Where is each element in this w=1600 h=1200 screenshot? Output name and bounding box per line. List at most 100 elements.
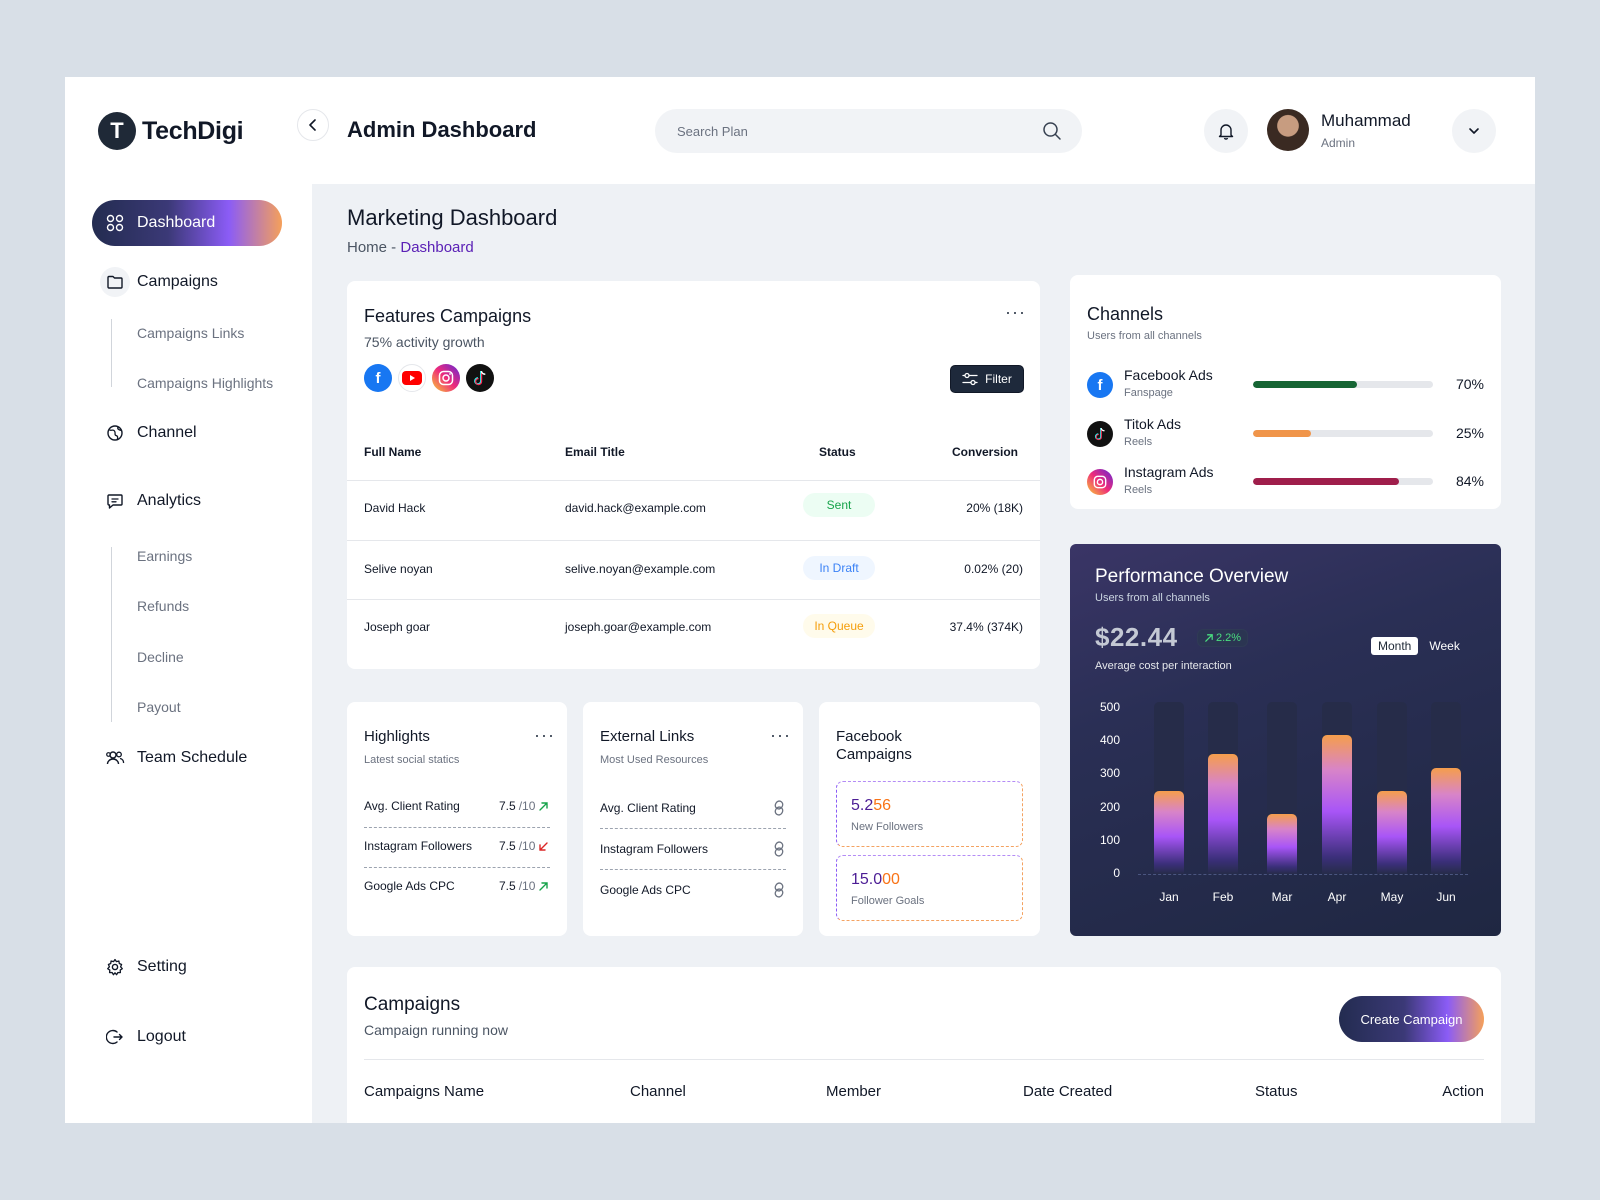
sidebar-item-analytics[interactable]: Analytics (92, 478, 282, 524)
channel-row-instagram[interactable]: Instagram Ads Reels 84% (1087, 464, 1484, 500)
external-link-item[interactable]: Google Ads CPC (600, 882, 786, 898)
search-icon[interactable] (1042, 121, 1062, 141)
bar-jun[interactable] (1431, 767, 1461, 874)
sidebar-item-logout[interactable]: Logout (92, 1014, 282, 1060)
bar-feb[interactable] (1208, 754, 1238, 874)
x-axis-tick-label: Mar (1271, 890, 1293, 904)
bar-may[interactable] (1377, 791, 1407, 874)
row-divider (364, 1059, 1484, 1060)
table-row[interactable]: David Hack david.hack@example.com Sent 2… (347, 481, 1040, 540)
card-subtitle: 75% activity growth (364, 334, 485, 350)
chat-icon (105, 491, 125, 511)
link-icon (774, 841, 784, 857)
channel-progress (1253, 478, 1433, 485)
channel-progress-fill (1253, 381, 1358, 388)
value-number: 7.5 (499, 799, 516, 813)
column-header-conversion: Conversion (952, 445, 1019, 459)
sidebar-subitem-earnings[interactable]: Earnings (137, 548, 193, 564)
brand-logo[interactable]: T TechDigi (98, 112, 244, 150)
divider (364, 827, 550, 828)
stat-box-follower-goals: 15.000 Follower Goals (836, 855, 1023, 921)
divider (600, 828, 786, 829)
notifications-button[interactable] (1204, 109, 1248, 153)
bar-mar[interactable] (1267, 814, 1297, 874)
link-icon (774, 882, 784, 898)
link-label: Avg. Client Rating (600, 801, 696, 815)
channel-name: Facebook Ads (1124, 367, 1213, 383)
external-links-card: External Links Most Used Resources ··· A… (583, 702, 803, 936)
features-campaigns-card: Features Campaigns 75% activity growth ·… (347, 281, 1040, 669)
row-divider (347, 480, 1040, 481)
more-options-icon[interactable]: ··· (770, 725, 791, 745)
channel-sub: Fanspage (1124, 387, 1173, 399)
collapse-sidebar-button[interactable] (297, 109, 329, 141)
table-row[interactable]: Selive noyan selive.noyan@example.com In… (347, 541, 1040, 599)
avatar[interactable] (1267, 109, 1309, 151)
sidebar-subitem-campaigns-links[interactable]: Campaigns Links (137, 325, 245, 341)
channel-row-tiktok[interactable]: Titok Ads Reels 25% (1087, 416, 1484, 452)
status-badge: In Draft (803, 556, 875, 580)
status-badge: In Queue (803, 614, 875, 638)
card-title: Performance Overview (1095, 566, 1289, 587)
sidebar-item-setting[interactable]: Setting (92, 944, 282, 990)
sidebar-item-team-schedule[interactable]: Team Schedule (92, 735, 282, 781)
table-row[interactable]: Joseph goar joseph.goar@example.com In Q… (347, 600, 1040, 658)
user-role: Admin (1321, 136, 1356, 150)
breadcrumb-separator: - (387, 239, 401, 256)
user-menu-button[interactable] (1452, 109, 1496, 153)
facebook-icon[interactable]: f (364, 364, 392, 392)
link-label: Google Ads CPC (600, 883, 691, 897)
performance-caption: Average cost per interaction (1095, 660, 1232, 672)
cell-email: selive.noyan@example.com (565, 562, 716, 576)
sidebar-item-label: Logout (137, 1028, 186, 1045)
sidebar-subitem-campaigns-highlights[interactable]: Campaigns Highlights (137, 375, 274, 391)
card-title: Facebook Campaigns (836, 728, 912, 764)
filter-button[interactable]: Filter (950, 365, 1024, 393)
sidebar-subitem-decline[interactable]: Decline (137, 649, 184, 665)
stat-value-b: 56 (873, 797, 892, 814)
channel-progress (1253, 430, 1433, 437)
sidebar-item-label: Analytics (137, 492, 202, 509)
more-options-icon[interactable]: ··· (534, 725, 555, 745)
external-link-item[interactable]: Avg. Client Rating (600, 800, 786, 816)
breadcrumb-home[interactable]: Home (347, 239, 388, 256)
bar-jan[interactable] (1154, 791, 1184, 874)
channel-row-facebook[interactable]: f Facebook Ads Fanspage 70% (1087, 367, 1484, 403)
logo-mark: T (98, 112, 136, 150)
card-title: Highlights (364, 728, 430, 745)
filter-label: Filter (985, 372, 1012, 386)
search-input[interactable] (677, 123, 1042, 139)
search-bar[interactable] (655, 109, 1082, 153)
divider (364, 867, 550, 868)
card-title: External Links (600, 728, 695, 745)
card-title: Channels (1087, 304, 1164, 324)
channel-name: Titok Ads (1124, 416, 1182, 432)
toggle-week[interactable]: Week (1429, 639, 1460, 653)
tiktok-icon[interactable] (466, 364, 494, 392)
sidebar-subitem-payout[interactable]: Payout (137, 699, 181, 715)
grid-icon (105, 213, 125, 233)
sidebar-item-dashboard[interactable]: Dashboard (92, 200, 282, 246)
card-title: Features Campaigns (364, 306, 532, 326)
youtube-icon[interactable] (398, 364, 426, 392)
bar-apr[interactable] (1322, 734, 1352, 874)
tiktok-icon (1087, 421, 1113, 447)
sidebar-subitem-refunds[interactable]: Refunds (137, 598, 190, 614)
card-title-line: Facebook (836, 728, 902, 745)
y-axis-tick-label: 500 (1099, 700, 1120, 714)
sidebar-item-campaigns[interactable]: Campaigns (92, 259, 282, 305)
more-options-icon[interactable]: ··· (1005, 302, 1026, 322)
stat-value-a: 15.0 (851, 871, 883, 888)
instagram-icon[interactable] (432, 364, 460, 392)
sidebar-item-channel[interactable]: Channel (92, 410, 282, 456)
chart-baseline (1138, 874, 1468, 875)
create-campaign-button[interactable]: Create Campaign (1339, 996, 1484, 1042)
toggle-month[interactable]: Month (1371, 637, 1419, 655)
sidebar-item-label: Channel (137, 424, 197, 441)
channel-percent: 70% (1455, 376, 1484, 392)
status-badge: Sent (803, 493, 875, 517)
external-link-item[interactable]: Instagram Followers (600, 841, 786, 857)
arrow-down-left-icon (539, 841, 549, 851)
card-title-line: Campaigns (836, 746, 912, 763)
globe-icon (105, 423, 125, 443)
